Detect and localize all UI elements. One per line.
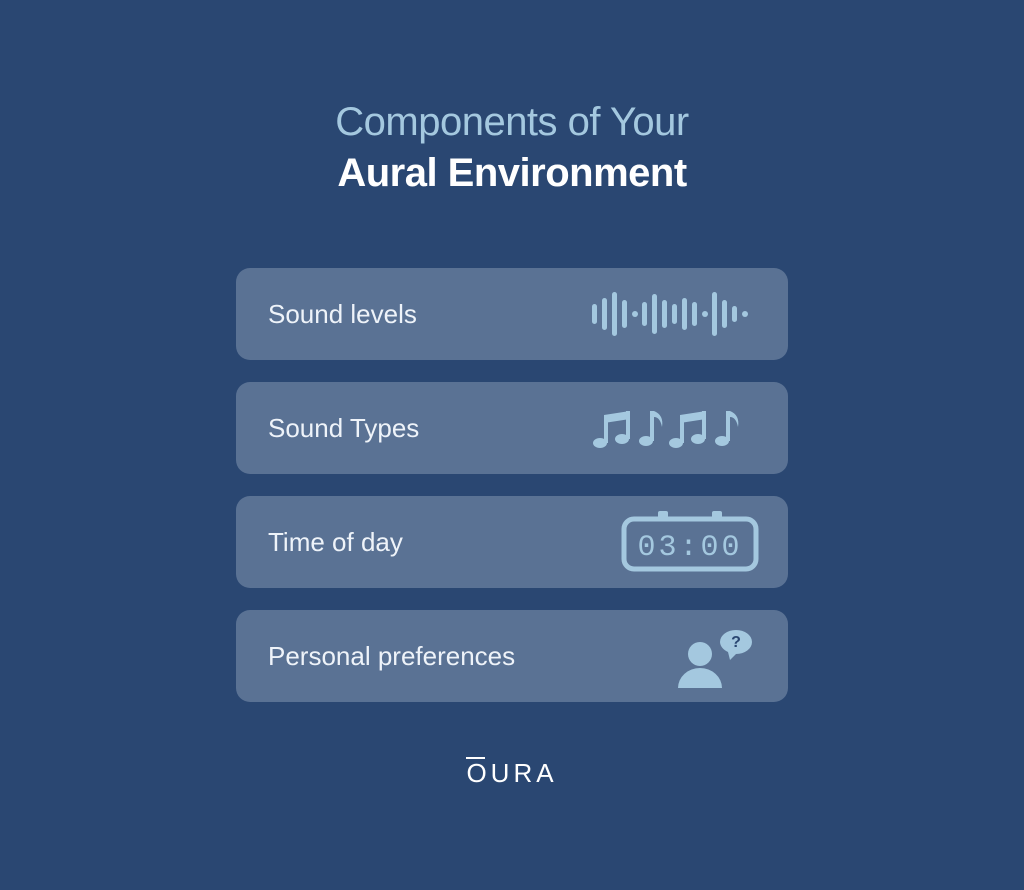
music-notes-icon: [590, 403, 760, 453]
brand-logo: OURA: [466, 758, 557, 789]
infographic-canvas: Components of Your Aural Environment Sou…: [0, 0, 1024, 890]
waveform-icon: [590, 290, 760, 338]
title-line2: Aural Environment: [335, 151, 688, 196]
card-label: Sound levels: [268, 299, 417, 330]
logo-macron: [466, 757, 485, 759]
cards-list: Sound levels: [236, 268, 788, 702]
card-label: Personal preferences: [268, 641, 515, 672]
person-question-icon: ?: [590, 624, 760, 688]
card-label: Time of day: [268, 527, 403, 558]
clock-display: 03:00: [637, 531, 742, 565]
title-block: Components of Your Aural Environment: [335, 100, 688, 196]
svg-text:?: ?: [731, 634, 741, 651]
logo-text: OURA: [466, 758, 557, 789]
digital-clock-icon: 03:00: [590, 511, 760, 573]
card-sound-levels: Sound levels: [236, 268, 788, 360]
logo-letters: OURA: [466, 758, 557, 788]
card-time-of-day: Time of day 03:00: [236, 496, 788, 588]
card-personal-preferences: Personal preferences ?: [236, 610, 788, 702]
card-sound-types: Sound Types: [236, 382, 788, 474]
title-line1: Components of Your: [335, 100, 688, 145]
card-label: Sound Types: [268, 413, 419, 444]
